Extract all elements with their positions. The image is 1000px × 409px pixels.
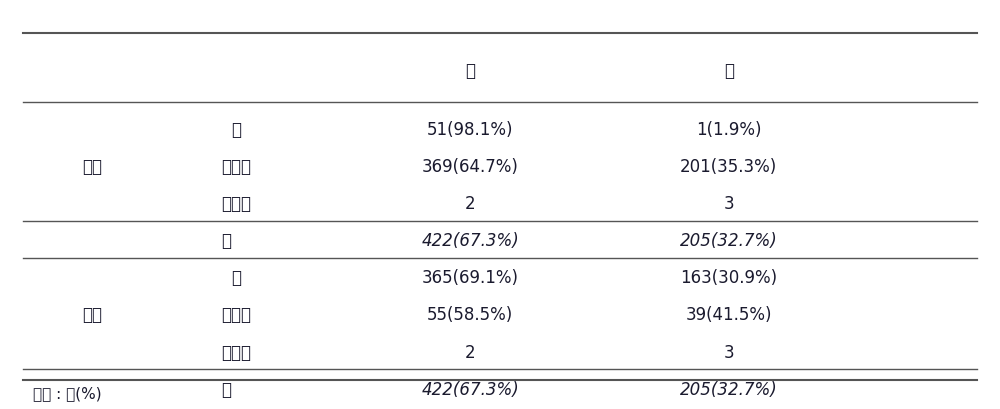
Text: 3: 3 bbox=[723, 344, 734, 362]
Text: 422(67.3%): 422(67.3%) bbox=[421, 381, 519, 399]
Text: 55(58.5%): 55(58.5%) bbox=[427, 306, 513, 324]
Text: 3: 3 bbox=[723, 195, 734, 213]
Text: 남: 남 bbox=[465, 62, 475, 80]
Text: 2: 2 bbox=[465, 344, 475, 362]
Text: 39(41.5%): 39(41.5%) bbox=[685, 306, 772, 324]
Text: 365(69.1%): 365(69.1%) bbox=[422, 270, 519, 288]
Text: 무응답: 무응답 bbox=[221, 195, 251, 213]
Text: 422(67.3%): 422(67.3%) bbox=[421, 232, 519, 250]
Text: 흡연: 흡연 bbox=[82, 158, 102, 176]
Text: 예: 예 bbox=[231, 270, 241, 288]
Text: 201(35.3%): 201(35.3%) bbox=[680, 158, 777, 176]
Text: 51(98.1%): 51(98.1%) bbox=[427, 121, 513, 139]
Text: 아니오: 아니오 bbox=[221, 158, 251, 176]
Text: 계: 계 bbox=[222, 232, 232, 250]
Text: 무응답: 무응답 bbox=[221, 344, 251, 362]
Text: 163(30.9%): 163(30.9%) bbox=[680, 270, 777, 288]
Text: 205(32.7%): 205(32.7%) bbox=[680, 232, 778, 250]
Text: 단위 : 명(%): 단위 : 명(%) bbox=[33, 387, 101, 402]
Text: 여: 여 bbox=[724, 62, 734, 80]
Text: 369(64.7%): 369(64.7%) bbox=[422, 158, 519, 176]
Text: 예: 예 bbox=[231, 121, 241, 139]
Text: 205(32.7%): 205(32.7%) bbox=[680, 381, 778, 399]
Text: 계: 계 bbox=[222, 381, 232, 399]
Text: 1(1.9%): 1(1.9%) bbox=[696, 121, 761, 139]
Text: 2: 2 bbox=[465, 195, 475, 213]
Text: 음주: 음주 bbox=[82, 306, 102, 324]
Text: 아니오: 아니오 bbox=[221, 306, 251, 324]
